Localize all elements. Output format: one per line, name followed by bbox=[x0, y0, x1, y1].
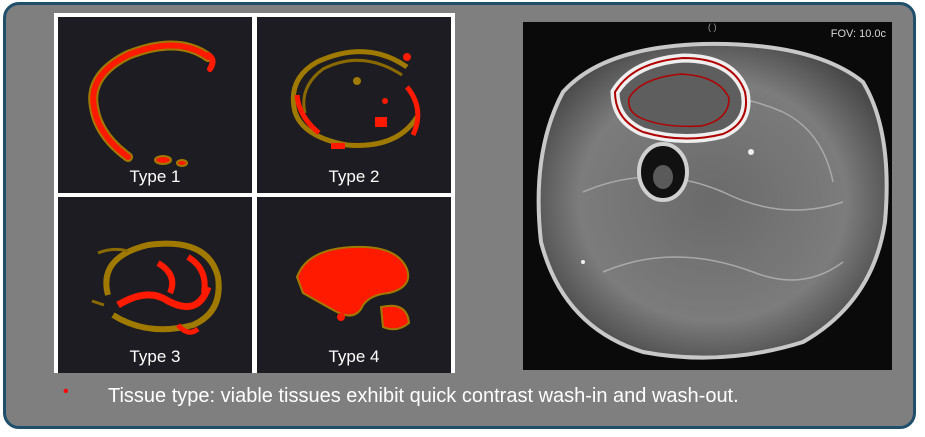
panel-type-1: Type 1 bbox=[58, 17, 252, 193]
panel-label: Type 3 bbox=[129, 347, 181, 366]
type-1-map bbox=[88, 40, 216, 167]
tissue-type-grid: Type 1 Type 2 bbox=[54, 13, 455, 373]
slide: Type 1 Type 2 bbox=[3, 2, 916, 429]
mri-scan-image: ( ) FOV: 10.0c bbox=[523, 22, 892, 370]
bullet-point: • Tissue type: viable tissues exhibit qu… bbox=[51, 383, 911, 413]
panel-label: Type 1 bbox=[129, 167, 181, 186]
panel-type-3: Type 3 bbox=[58, 197, 252, 373]
fov-label: FOV: 10.0c bbox=[830, 28, 886, 40]
panel-type-2: Type 2 bbox=[257, 17, 451, 193]
bullet-text: Tissue type: viable tissues exhibit quic… bbox=[108, 385, 739, 407]
type-3-map bbox=[91, 240, 222, 335]
panel-label: Type 2 bbox=[328, 167, 380, 186]
scan-header-text: ( ) bbox=[708, 22, 717, 32]
panel-type-4: Type 4 bbox=[257, 197, 451, 373]
mri-cross-section bbox=[536, 41, 889, 360]
bullet-marker: • bbox=[63, 383, 69, 400]
panel-label: Type 4 bbox=[328, 347, 380, 366]
type-4-map bbox=[295, 245, 411, 331]
type-2-map bbox=[290, 49, 421, 149]
